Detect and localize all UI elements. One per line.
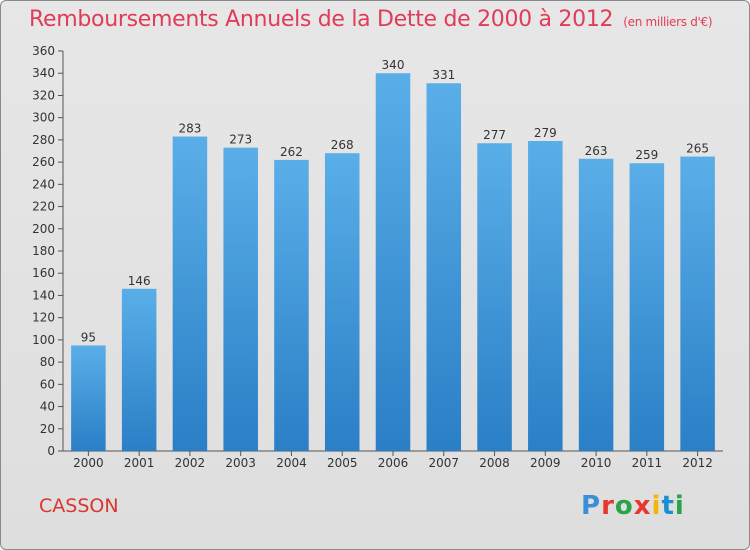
y-tick-label: 240	[32, 177, 55, 191]
y-tick-label: 20	[40, 422, 55, 436]
y-tick-label: 180	[32, 244, 55, 258]
y-tick-label: 220	[32, 200, 55, 214]
y-tick-label: 320	[32, 88, 55, 102]
data-label-2001: 146	[128, 274, 151, 288]
bar-2007	[426, 83, 462, 451]
chart-title: Remboursements Annuels de la Dette de 20…	[29, 7, 713, 32]
y-tick-label: 280	[32, 133, 55, 147]
y-tick-label: 300	[32, 111, 55, 125]
x-tick-label: 2006	[378, 456, 409, 470]
data-label-2010: 263	[585, 144, 608, 158]
x-tick-label: 2010	[581, 456, 612, 470]
bar-2010	[578, 158, 614, 451]
y-axis: 0 20 40 60 80 100 120 140 160 180 200 220 240 260 280 3…	[32, 44, 64, 458]
x-tick-label: 2003	[225, 456, 256, 470]
bar-2012	[680, 156, 715, 452]
bar-2006	[375, 73, 411, 451]
data-label-2003: 273	[229, 133, 252, 147]
bar-2001	[121, 288, 157, 451]
x-tick-label: 2000	[73, 456, 104, 470]
bar-2002	[172, 136, 208, 452]
x-axis: 2000 2001 2002 2003 2004 2005 2006 2007 2008 2009…	[63, 450, 723, 470]
x-tick-label: 2007	[428, 456, 459, 470]
y-tick-label: 60	[40, 377, 55, 391]
y-tick-label: 260	[32, 155, 55, 169]
data-label-2009: 279	[534, 126, 557, 140]
data-labels: 95 146 283 273 262 268 340 331 277 279 263 259 265	[81, 58, 709, 344]
y-tick-label: 100	[32, 333, 55, 347]
x-tick-label: 2011	[632, 456, 663, 470]
chart-title-text: Remboursements Annuels de la Dette de 20…	[29, 7, 614, 32]
commune-name: CASSON	[39, 495, 119, 517]
data-label-2000: 95	[81, 330, 96, 344]
unit-note: (en milliers d'€)	[623, 15, 713, 29]
y-tick-label: 80	[40, 355, 55, 369]
y-tick-label: 340	[32, 66, 55, 80]
bar-2008	[477, 143, 512, 451]
proxiti-logo: Proxiti	[581, 491, 685, 521]
data-label-2002: 283	[178, 122, 201, 136]
x-tick-label: 2012	[682, 456, 713, 470]
bars	[71, 73, 715, 452]
x-tick-label: 2004	[276, 456, 307, 470]
data-label-2012: 265	[686, 142, 709, 156]
bar-2004	[274, 159, 309, 451]
bar-2005	[324, 153, 360, 451]
data-label-2011: 259	[635, 148, 658, 162]
y-tick-label: 120	[32, 311, 55, 325]
data-label-2007: 331	[432, 68, 455, 82]
data-label-2008: 277	[483, 128, 506, 142]
data-label-2004: 262	[280, 145, 303, 159]
x-tick-label: 2001	[124, 456, 155, 470]
x-tick-label: 2009	[530, 456, 561, 470]
data-label-2005: 268	[331, 138, 354, 152]
y-tick-label: 40	[40, 400, 55, 414]
bar-2000	[71, 345, 106, 451]
x-tick-label: 2005	[327, 456, 358, 470]
y-tick-label: 140	[32, 288, 55, 302]
y-tick-label: 360	[32, 44, 55, 58]
bar-2009	[528, 141, 563, 451]
y-tick-label: 160	[32, 266, 55, 280]
y-tick-label: 200	[32, 222, 55, 236]
x-tick-label: 2002	[175, 456, 206, 470]
bar-2011	[629, 163, 665, 451]
bar-2003	[223, 147, 258, 451]
y-tick-label: 0	[47, 444, 55, 458]
data-label-2006: 340	[382, 58, 405, 72]
x-tick-label: 2008	[479, 456, 510, 470]
